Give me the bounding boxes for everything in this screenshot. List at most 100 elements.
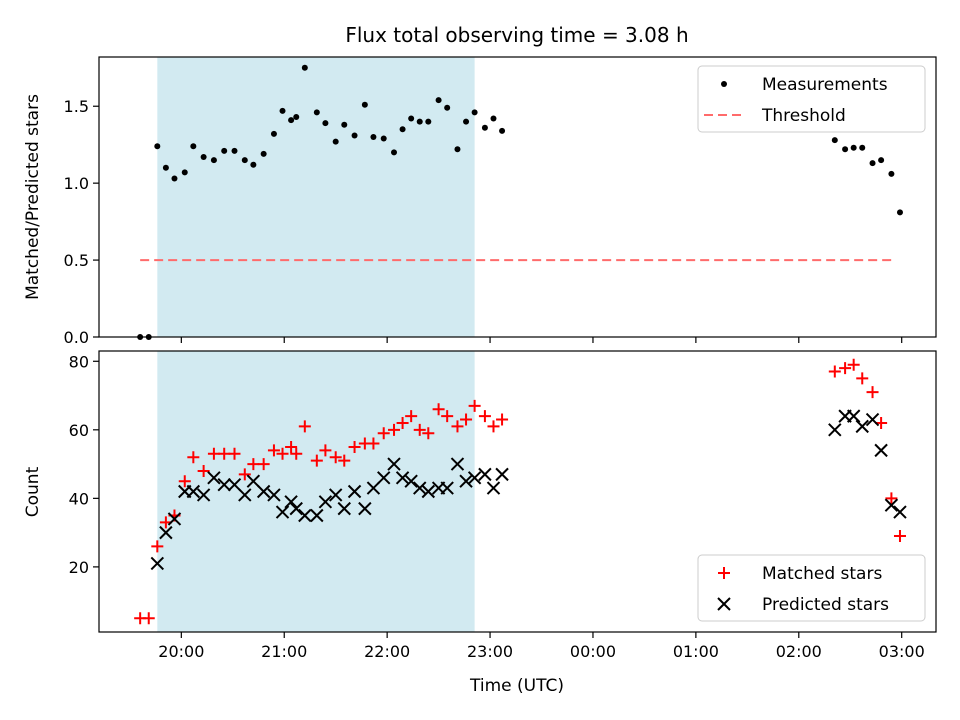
bottom-predicted-stars-point (893, 505, 907, 519)
top-y-tick-label: 1.5 (64, 97, 89, 116)
bottom-legend-label: Predicted stars (762, 595, 889, 615)
bottom-predicted-stars-point (395, 471, 410, 485)
bottom-y-tick-label: 20 (69, 558, 89, 577)
bottom-predicted-stars-point (377, 471, 391, 485)
bottom-matched-stars-point (468, 399, 481, 412)
bottom-panel: 20 40 60 80 20:00 21:00 22:00 23:00 00:00 01:00 02… (69, 350, 937, 661)
top-measurements-point (454, 146, 461, 153)
top-measurements-point (416, 118, 423, 125)
top-measurements-point (391, 149, 398, 156)
top-legend-label: Measurements (762, 75, 888, 95)
top-measurements-point (322, 120, 329, 127)
bottom-observing-span (157, 351, 475, 632)
top-measurements-point (831, 137, 838, 144)
bottom-matched-stars-point (151, 540, 164, 553)
top-measurements-point (313, 109, 320, 116)
bottom-predicted-stars-point (227, 477, 242, 492)
bottom-matched-stars-point (893, 530, 906, 543)
bottom-y-tick-label: 60 (69, 421, 89, 440)
top-measurements-point (231, 147, 238, 154)
top-measurements-point (444, 104, 451, 111)
top-measurements-point (270, 130, 277, 137)
bottom-predicted-stars-point (238, 488, 252, 502)
top-measurements-point (260, 150, 267, 157)
top-measurements-point (471, 109, 478, 116)
top-y-tick-label: 0.5 (64, 251, 89, 270)
bottom-matched-stars-point (257, 458, 270, 471)
bottom-matched-stars-point (487, 420, 500, 433)
x-tick-label: 22:00 (364, 642, 410, 661)
top-measurements-point (162, 164, 169, 171)
bottom-predicted-stars-point (884, 498, 899, 512)
bottom-predicted-stars-point (284, 495, 298, 509)
bottom-matched-stars-point (856, 372, 869, 385)
bottom-predicted-stars-point (246, 474, 261, 488)
top-measurements-point (332, 138, 339, 145)
chart-title: Flux total observing time = 3.08 h (345, 23, 688, 47)
bottom-axes-frame (98, 350, 937, 633)
top-measurements-point (293, 114, 300, 120)
bottom-matched-stars-point (329, 451, 342, 464)
bottom-predicted-stars-point (855, 419, 869, 434)
bottom-matched-stars-point (267, 444, 280, 457)
top-measurements-point (896, 209, 903, 216)
top-measurements-point (210, 157, 217, 164)
bottom-matched-stars-point (247, 458, 260, 471)
bottom-predicted-stars-point (450, 457, 465, 471)
x-tick-label: 20:00 (158, 642, 204, 661)
top-legend-marker (721, 81, 727, 87)
top-measurements-point (435, 97, 442, 104)
bottom-matched-stars-point (187, 451, 200, 464)
bottom-matched-stars-point (290, 447, 303, 460)
top-measurements-point (399, 126, 406, 133)
top-measurements-point (190, 143, 197, 150)
bottom-matched-stars-point (885, 492, 898, 505)
top-measurements-point (181, 169, 188, 176)
bottom-predicted-stars-point (413, 481, 427, 495)
bottom-matched-stars-point (847, 358, 860, 371)
top-measurements-point (279, 107, 286, 114)
top-measurements-point (200, 154, 207, 160)
top-measurements-point (859, 144, 866, 151)
bottom-predicted-stars-point (347, 484, 362, 499)
top-legend: Measurements Threshold (697, 65, 926, 133)
bottom-matched-stars-point (218, 447, 231, 460)
bottom-predicted-stars-point (495, 467, 509, 482)
bottom-predicted-stars-point (298, 508, 312, 523)
bottom-matched-stars-point (405, 410, 418, 423)
bottom-matched-stars-point (377, 427, 390, 440)
bottom-matched-stars-point (451, 420, 464, 433)
top-measurements-point (288, 117, 295, 124)
bottom-matched-stars-point (388, 423, 401, 436)
top-measurements-point (171, 175, 178, 182)
bottom-matched-stars-point (207, 447, 220, 460)
bottom-predicted-stars-point (159, 525, 173, 540)
bottom-matched-stars-point (413, 423, 426, 436)
bottom-predicted-stars-point (846, 409, 861, 423)
bottom-matched-stars-point (441, 410, 454, 423)
bottom-predicted-stars-point (440, 481, 454, 495)
top-measurements-point (408, 115, 415, 122)
bottom-predicted-stars-point (256, 484, 271, 499)
bottom-matched-stars-point (310, 454, 323, 467)
x-tick-label: 00:00 (570, 642, 616, 661)
bottom-matched-stars-point (238, 468, 251, 481)
bottom-predicted-stars-point (289, 501, 303, 516)
bottom-predicted-stars-point (150, 556, 165, 571)
x-tick-label: 02:00 (776, 642, 822, 661)
top-measurements-point (850, 144, 857, 151)
bottom-predicted-stars-point (328, 488, 343, 502)
bottom-matched-stars-point (228, 447, 241, 460)
bottom-legend-label: Matched stars (762, 564, 882, 584)
bottom-predicted-stars-point (267, 488, 281, 502)
bottom-matched-stars-point (348, 440, 361, 453)
bottom-matched-stars-point (422, 427, 435, 440)
top-axes-frame (98, 56, 937, 338)
top-legend-box (697, 65, 926, 133)
bottom-predicted-stars-point (318, 495, 333, 509)
top-measurements-point (250, 161, 257, 168)
x-tick-label: 21:00 (261, 642, 307, 661)
bottom-legend-box (697, 554, 926, 622)
top-y-tick-label: 0.0 (64, 328, 89, 347)
